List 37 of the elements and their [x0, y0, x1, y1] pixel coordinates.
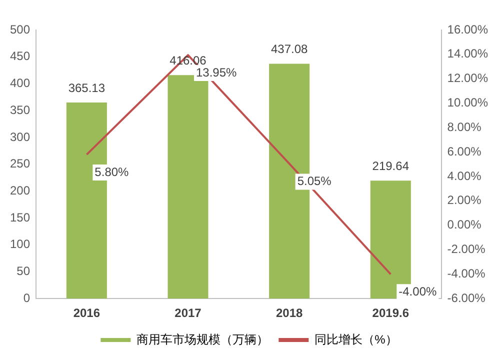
y2-tick-label: -4.00% [447, 266, 486, 280]
data-label: 437.08 [270, 42, 308, 56]
y2-tick-label: 10.00% [447, 96, 488, 110]
data-label: 5.80% [94, 164, 130, 179]
x-tick-label: 2019.6 [372, 306, 410, 320]
y2-tick-label: 4.00% [447, 168, 482, 183]
y-tick-label: 200 [10, 183, 30, 198]
y2-tick-label: 14.00% [447, 46, 488, 61]
y2-tick-label: -2.00% [447, 242, 486, 256]
x-tick-label: 2016 [73, 306, 100, 320]
y-tick-label: 500 [10, 22, 30, 36]
y-tick-label: 0 [23, 290, 30, 305]
data-label: 13.95% [196, 65, 238, 80]
y2-tick-label: 16.00% [447, 22, 488, 36]
y2-tick-label: 0.00% [447, 218, 482, 232]
y2-tick-label: 6.00% [447, 144, 482, 158]
y-tick-label: 100 [10, 237, 30, 252]
y-tick-label: 50 [16, 264, 30, 278]
y2-tick-label: 2.00% [447, 193, 482, 208]
data-label: 219.64 [372, 158, 410, 173]
legend-label: 商用车市场规模（万辆） [136, 332, 269, 346]
bar [168, 75, 208, 299]
legend-label: 同比增长（%） [314, 332, 398, 346]
x-tick-label: 2017 [174, 306, 202, 320]
y-tick-label: 150 [10, 210, 30, 224]
data-label: 365.13 [68, 80, 106, 95]
y-tick-label: 450 [10, 49, 30, 64]
y-tick-label: 250 [10, 156, 30, 171]
y2-tick-label: 12.00% [447, 71, 488, 86]
y-tick-label: 400 [10, 76, 30, 90]
y2-tick-label: 8.00% [447, 120, 482, 134]
y-tick-label: 350 [10, 102, 30, 117]
y2-tick-label: -6.00% [447, 290, 486, 305]
data-label: -4.00% [398, 284, 437, 298]
y-tick-label: 300 [10, 130, 30, 144]
x-tick-label: 2018 [276, 306, 303, 320]
data-label: 5.05% [297, 174, 332, 188]
